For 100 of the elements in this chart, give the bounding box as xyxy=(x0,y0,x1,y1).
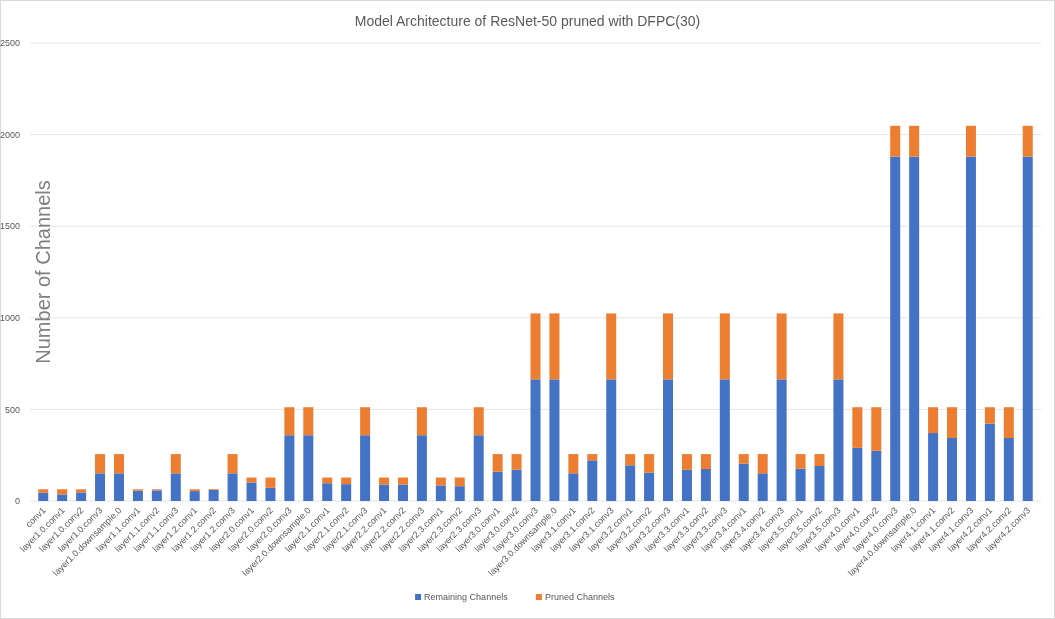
bar xyxy=(909,156,920,501)
bar xyxy=(909,125,920,157)
bar xyxy=(189,491,200,501)
bar xyxy=(757,473,768,501)
bar xyxy=(57,489,68,495)
bar xyxy=(738,454,749,464)
bar xyxy=(795,454,806,469)
bar xyxy=(625,465,636,501)
bar xyxy=(947,407,958,438)
bar xyxy=(795,468,806,501)
bar xyxy=(852,447,863,501)
bar xyxy=(984,407,995,424)
bar xyxy=(132,490,143,501)
y-tick-label: 500 xyxy=(4,404,20,415)
y-tick-label: 2000 xyxy=(0,129,20,140)
bar xyxy=(246,482,257,501)
bar xyxy=(644,454,655,473)
bar xyxy=(170,454,181,474)
bar xyxy=(303,435,314,501)
bar xyxy=(95,454,106,474)
bar xyxy=(416,407,427,436)
bar xyxy=(663,379,674,501)
bar xyxy=(625,454,636,466)
bar xyxy=(208,490,219,501)
bar xyxy=(227,473,238,501)
bar xyxy=(965,156,976,501)
bar xyxy=(397,484,408,501)
bar xyxy=(76,489,87,493)
bar xyxy=(379,477,390,485)
bar xyxy=(284,435,295,501)
bar xyxy=(265,487,276,501)
bar xyxy=(303,407,314,436)
bar xyxy=(57,494,68,501)
bar xyxy=(549,379,560,501)
bar xyxy=(1003,407,1014,438)
bar xyxy=(435,485,446,501)
y-tick-label: 1000 xyxy=(0,312,20,323)
bar xyxy=(397,477,408,485)
bar xyxy=(833,313,844,380)
bar xyxy=(871,450,882,501)
bar xyxy=(947,437,958,501)
bar xyxy=(341,484,352,501)
bar xyxy=(322,483,333,501)
bar xyxy=(511,469,522,501)
bar xyxy=(38,489,49,493)
bar xyxy=(360,407,371,436)
bar xyxy=(587,460,598,501)
legend-label: Pruned Channels xyxy=(544,592,615,603)
bar xyxy=(170,473,181,501)
bar xyxy=(757,454,768,474)
y-tick-label: 0 xyxy=(14,496,20,507)
bar xyxy=(871,407,882,451)
bar xyxy=(814,466,825,501)
y-tick-label: 1500 xyxy=(0,221,20,232)
bar xyxy=(38,492,49,501)
bar xyxy=(416,435,427,501)
bar xyxy=(379,484,390,501)
bar xyxy=(1022,125,1033,157)
bar xyxy=(681,454,692,470)
bar xyxy=(681,469,692,501)
bar xyxy=(606,313,617,380)
bar xyxy=(700,468,711,501)
bar xyxy=(965,125,976,157)
bar xyxy=(95,473,106,501)
bar xyxy=(587,454,598,461)
bar xyxy=(663,313,674,380)
bar xyxy=(341,477,352,485)
bar xyxy=(890,156,901,501)
y-axis-title: Number of Channels xyxy=(32,180,54,364)
bar xyxy=(492,454,503,472)
legend-label: Remaining Channels xyxy=(424,592,509,603)
bar xyxy=(776,313,787,380)
bar xyxy=(984,423,995,501)
bar xyxy=(530,379,541,501)
bar xyxy=(227,454,238,474)
bar xyxy=(833,379,844,501)
bar xyxy=(113,473,124,501)
bar xyxy=(265,477,276,488)
bar xyxy=(719,313,730,380)
bar xyxy=(568,454,579,474)
bar xyxy=(700,454,711,469)
bar xyxy=(1003,437,1014,501)
bar xyxy=(1022,156,1033,501)
bar xyxy=(76,492,87,501)
bar xyxy=(928,407,939,434)
bar xyxy=(568,473,579,501)
bar xyxy=(360,435,371,501)
bar xyxy=(738,463,749,501)
bar xyxy=(530,313,541,380)
bar xyxy=(454,486,465,501)
bar xyxy=(644,472,655,501)
bar xyxy=(549,313,560,380)
chart-title: Model Architecture of ResNet-50 pruned with DFPC(30) xyxy=(354,13,701,29)
bar xyxy=(473,435,484,501)
bar xyxy=(511,454,522,470)
y-tick-label: 2500 xyxy=(0,38,20,49)
bar xyxy=(606,379,617,501)
bar xyxy=(814,454,825,467)
bar xyxy=(492,471,503,501)
bar xyxy=(852,407,863,448)
